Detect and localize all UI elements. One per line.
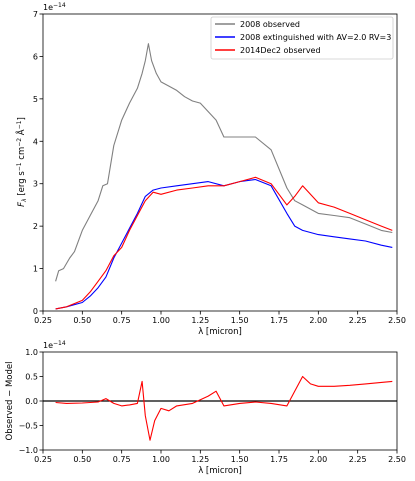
legend-box <box>210 16 394 60</box>
spectrum-series-2008-observed <box>55 43 393 282</box>
residual-x-ticks: 0.25 0.50 0.75 1.00 1.25 1.50 1.75 2.00 2.25 2.50 <box>34 450 406 464</box>
residual-x-axis-label: λ [micron] <box>198 466 242 476</box>
spectrum-series-2014dec2-observed <box>55 176 393 310</box>
spectrum-y-tick-label: 3 <box>33 180 38 189</box>
spectrum-y-tick-label: 4 <box>33 137 38 146</box>
residual-y-tick-label: −1.0 <box>19 446 38 455</box>
spectrum-x-tick-label: 2.50 <box>388 316 406 325</box>
residual-x-tick-label: 0.50 <box>73 455 91 464</box>
spectrum-plot-frame <box>42 13 398 312</box>
spectrum-x-tick-label: 1.50 <box>231 316 249 325</box>
spectrum-y-tick-label: 7 <box>33 10 38 19</box>
spectrum-x-tick-label: 1.25 <box>191 316 209 325</box>
residual-x-tick-label: 2.00 <box>309 455 327 464</box>
spectrum-y-tick-label: 0 <box>33 307 38 316</box>
residual-x-tick-label: 1.50 <box>231 455 249 464</box>
spectrum-series-layer <box>55 43 393 310</box>
legend-label-2014dec2-observed: 2014Dec2 observed <box>240 46 321 55</box>
residual-y-tick-label: 1.0 <box>25 348 38 357</box>
spectrum-x-tick-label: 0.50 <box>73 316 91 325</box>
residual-x-tick-label: 2.50 <box>388 455 406 464</box>
spectrum-x-tick-label: 1.75 <box>270 316 288 325</box>
spectrum-y-tick-label: 2 <box>33 222 38 231</box>
spectrum-x-ticks: 0.25 0.50 0.75 1.00 1.25 1.50 1.75 2.00 2.25 2.50 <box>34 311 406 325</box>
spectrum-x-tick-label: 0.25 <box>34 316 52 325</box>
residual-y-tick-label: 0.0 <box>25 397 38 406</box>
spectrum-x-tick-label: 2.00 <box>309 316 327 325</box>
spectrum-y-tick-label: 6 <box>33 52 38 61</box>
spectrum-offset-text: 1e−14 <box>43 2 66 12</box>
residual-series-layer <box>43 375 397 441</box>
residual-y-ticks: −1.0 −0.5 0.0 0.5 1.0 <box>19 348 43 455</box>
residual-x-tick-label: 1.75 <box>270 455 288 464</box>
spectrum-series-2008-extinguished-with-av-2-0-rv-3 <box>55 178 393 310</box>
spectrum-y-tick-label: 1 <box>33 265 38 274</box>
residual-y-tick-label: 0.5 <box>25 373 38 382</box>
residual-offset-text: 1e−14 <box>43 340 66 350</box>
residual-x-tick-label: 2.25 <box>349 455 367 464</box>
residual-panel: 0.25 0.50 0.75 1.00 1.25 1.50 1.75 2.00 2.25 2.50… <box>5 340 406 476</box>
residual-y-tick-label: −0.5 <box>19 422 38 431</box>
legend-label-2008-extinguished: 2008 extinguished with AV=2.0 RV=3 <box>240 33 391 42</box>
spectrum-y-ticks: 0 1 2 3 4 5 6 7 <box>33 10 43 316</box>
residual-y-axis-label: Observed − Model <box>5 362 15 441</box>
spectrum-x-tick-label: 1.00 <box>152 316 170 325</box>
residual-series-0 <box>55 375 393 441</box>
residual-x-tick-label: 0.75 <box>113 455 131 464</box>
spectrum-x-axis-label: λ [micron] <box>198 327 242 337</box>
spectrum-y-tick-label: 5 <box>33 95 38 104</box>
spectrum-panel: 0.25 0.50 0.75 1.00 1.25 1.50 1.75 2.00 2.25 2.50… <box>15 2 406 337</box>
residual-x-tick-label: 0.25 <box>34 455 52 464</box>
residual-x-tick-label: 1.00 <box>152 455 170 464</box>
spectrum-y-axis-label: Fλ [erg s−1 cm−2 Å−1] <box>15 117 28 207</box>
spectrum-legend: 2008 observed 2008 extinguished with AV=… <box>210 16 394 60</box>
spectrum-x-tick-label: 0.75 <box>113 316 131 325</box>
legend-label-2008-observed: 2008 observed <box>240 20 300 29</box>
residual-x-tick-label: 1.25 <box>191 455 209 464</box>
spectrum-x-tick-label: 2.25 <box>349 316 367 325</box>
